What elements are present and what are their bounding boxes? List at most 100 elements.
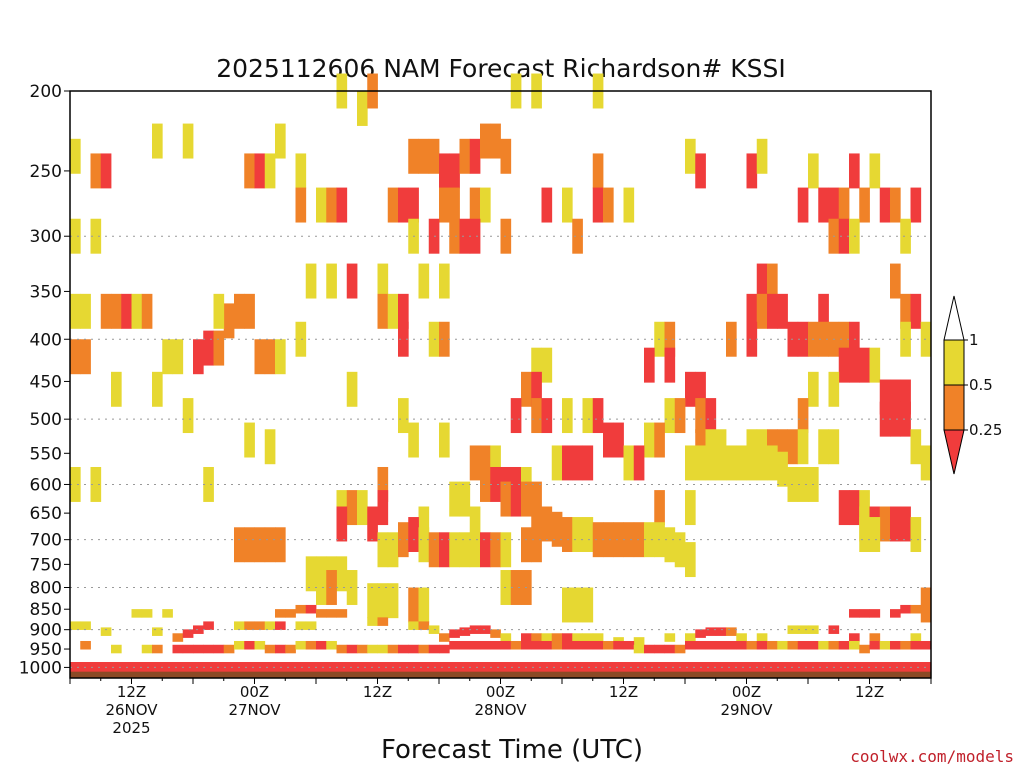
heatmap-cell <box>808 640 819 650</box>
heatmap-cell <box>152 627 163 636</box>
heatmap-cell <box>664 398 676 434</box>
heatmap-cell <box>408 187 419 223</box>
heatmap-cell <box>367 583 378 619</box>
heatmap-cell <box>346 263 358 299</box>
heatmap-cell <box>275 621 286 630</box>
heatmap-cell <box>182 644 194 654</box>
heatmap-cell <box>521 633 532 642</box>
heatmap-cell <box>562 587 573 623</box>
heatmap-cell <box>541 506 553 542</box>
heatmap-cell <box>644 347 655 383</box>
y-tick-label: 800 <box>30 579 62 599</box>
heatmap-cell <box>500 633 512 642</box>
heatmap-cell <box>439 532 450 568</box>
heatmap-cell <box>767 640 778 650</box>
colorbar-legend: 1 0.5 0.25 <box>943 295 1002 475</box>
heatmap-cell <box>90 153 102 189</box>
heatmap-cell <box>234 621 245 630</box>
heatmap-cell <box>746 445 758 481</box>
heatmap-cell <box>223 303 235 339</box>
y-tick-label: 950 <box>30 640 62 660</box>
heatmap-cell <box>838 490 850 526</box>
heatmap-cell <box>685 445 696 481</box>
heatmap-cell <box>869 153 881 189</box>
heatmap-cell <box>562 633 573 642</box>
heatmap-cell <box>572 640 583 650</box>
y-tick-label: 600 <box>30 475 62 495</box>
heatmap-cell <box>244 293 255 329</box>
heatmap-cell <box>726 321 737 357</box>
heatmap-cell <box>808 371 819 407</box>
heatmap-cell <box>500 481 512 517</box>
heatmap-cell <box>767 293 778 329</box>
heatmap-cell <box>510 570 522 605</box>
heatmap-cell <box>141 609 153 618</box>
heatmap-cell <box>613 422 624 458</box>
heatmap-cell <box>469 187 481 223</box>
legend-label: 0.25 <box>969 421 1002 439</box>
heatmap-cell <box>736 640 747 650</box>
heatmap-cell <box>172 633 184 642</box>
heatmap-cell <box>521 481 532 517</box>
heatmap-cell <box>562 640 573 650</box>
heatmap-cell <box>254 621 266 630</box>
heatmap-cell <box>295 640 307 650</box>
heatmap-cell <box>439 153 450 189</box>
heatmap-cell <box>879 187 891 223</box>
heatmap-cell <box>531 398 542 434</box>
heatmap-cell <box>285 644 296 654</box>
heatmap-cell <box>346 644 358 654</box>
heatmap-cell <box>838 640 850 650</box>
heatmap-cell <box>859 187 870 223</box>
heatmap-cell <box>910 187 922 223</box>
heatmap-cell <box>480 445 491 481</box>
heatmap-cell <box>80 621 91 630</box>
heatmap-cell <box>469 506 481 542</box>
heatmap-cell <box>295 187 307 223</box>
heatmap-cell <box>890 379 901 415</box>
heatmap-cell <box>275 123 286 159</box>
heatmap-cell <box>449 187 460 223</box>
heatmap-cell <box>264 429 276 465</box>
y-tick-label: 300 <box>30 227 62 247</box>
heatmap-cells <box>70 73 932 654</box>
heatmap-cell <box>695 398 706 434</box>
heatmap-cell <box>223 644 235 654</box>
heatmap-cell <box>808 153 819 189</box>
heatmap-cell <box>685 371 696 407</box>
heatmap-cell <box>152 123 163 159</box>
heatmap-cell <box>879 640 891 650</box>
heatmap-cell <box>797 429 809 465</box>
heatmap-cell <box>439 187 450 223</box>
heatmap-cell <box>910 293 922 329</box>
chart-title: 2025112606 NAM Forecast Richardson# KSSI <box>216 54 786 83</box>
heatmap-cell <box>70 339 81 375</box>
heatmap-cell <box>418 621 430 630</box>
ground-surface <box>70 671 931 678</box>
legend-label: 0.5 <box>969 376 993 394</box>
heatmap-cell <box>336 644 348 654</box>
heatmap-cell <box>131 609 143 618</box>
heatmap-cell <box>582 587 594 623</box>
heatmap-cell <box>541 398 553 434</box>
heatmap-cell <box>244 621 255 630</box>
heatmap-cell <box>572 587 583 623</box>
y-tick-label: 650 <box>30 504 62 524</box>
heatmap-cell <box>654 644 665 654</box>
heatmap-cell <box>387 583 399 619</box>
heatmap-cell <box>531 506 542 542</box>
heatmap-cell <box>582 445 594 481</box>
heatmap-cell <box>326 187 337 223</box>
heatmap-cell <box>664 644 676 654</box>
x-tick-label: 00Z <box>240 683 269 701</box>
heatmap-cell <box>777 640 788 650</box>
heatmap-cell <box>377 617 389 626</box>
heatmap-cell <box>439 644 450 654</box>
heatmap-cell <box>377 293 389 329</box>
heatmap-cell <box>695 153 706 189</box>
heatmap-cell <box>428 532 440 568</box>
heatmap-cell <box>305 640 317 650</box>
heatmap-cell <box>787 429 799 465</box>
y-tick-label: 500 <box>30 410 62 430</box>
